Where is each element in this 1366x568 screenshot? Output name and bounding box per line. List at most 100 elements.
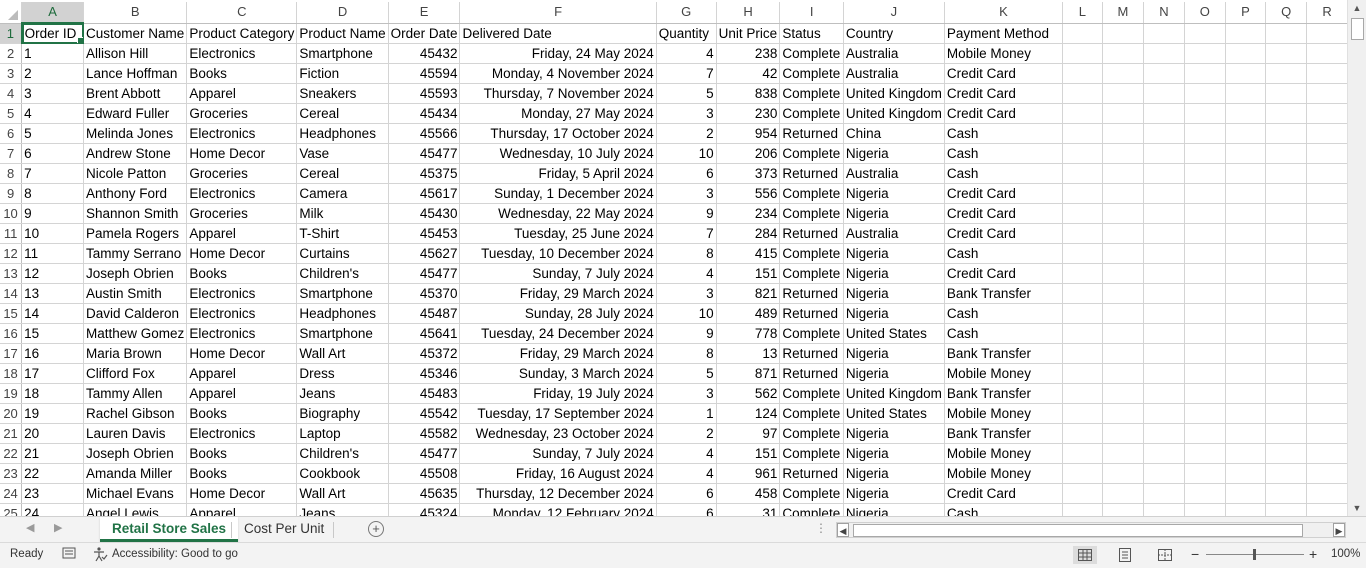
cell-b19[interactable]: Tammy Allen (83, 383, 188, 404)
cell-q15[interactable] (1265, 303, 1308, 324)
cell-n17[interactable] (1143, 343, 1185, 364)
scroll-right-icon[interactable]: ▶ (1333, 523, 1345, 537)
cell-c25[interactable]: Apparel (186, 503, 298, 516)
row-header[interactable]: 17 (0, 343, 23, 364)
cell-c17[interactable]: Home Decor (186, 343, 298, 364)
cell-r16[interactable] (1306, 323, 1348, 344)
cell-q10[interactable] (1265, 203, 1308, 224)
cell-o21[interactable] (1184, 423, 1226, 444)
cell-a16[interactable]: 15 (21, 323, 85, 344)
cell-l9[interactable] (1062, 183, 1103, 204)
cell-c1[interactable]: Product Category (186, 23, 298, 44)
cell-c11[interactable]: Apparel (186, 223, 298, 244)
cell-l8[interactable] (1062, 163, 1103, 184)
cell-b15[interactable]: David Calderon (83, 303, 188, 324)
cell-b21[interactable]: Lauren Davis (83, 423, 188, 444)
cell-n8[interactable] (1143, 163, 1185, 184)
cell-b1[interactable]: Customer Name (83, 23, 188, 44)
cell-g23[interactable]: 4 (656, 463, 717, 484)
cell-k6[interactable]: Cash (944, 123, 1064, 144)
cell-j24[interactable]: Nigeria (843, 483, 945, 504)
add-sheet-icon[interactable]: + (368, 521, 384, 537)
cell-a5[interactable]: 4 (21, 103, 85, 124)
cell-h13[interactable]: 151 (716, 263, 781, 284)
cell-d16[interactable]: Smartphone (296, 323, 389, 344)
macro-record-icon[interactable] (62, 546, 76, 563)
cell-l5[interactable] (1062, 103, 1103, 124)
cell-q7[interactable] (1265, 143, 1308, 164)
cell-j16[interactable]: United States (843, 323, 945, 344)
cell-b5[interactable]: Edward Fuller (83, 103, 188, 124)
row-header[interactable]: 16 (0, 323, 23, 344)
cell-g16[interactable]: 9 (656, 323, 717, 344)
column-header-f[interactable]: F (459, 2, 657, 24)
cell-f25[interactable]: Monday, 12 February 2024 (459, 503, 657, 516)
cell-g19[interactable]: 3 (656, 383, 717, 404)
cell-q4[interactable] (1265, 83, 1308, 104)
scroll-left-icon[interactable]: ◀ (837, 523, 849, 537)
cell-m14[interactable] (1102, 283, 1145, 304)
cell-g11[interactable]: 7 (656, 223, 717, 244)
cell-n16[interactable] (1143, 323, 1185, 344)
cell-r13[interactable] (1306, 263, 1348, 284)
cell-d24[interactable]: Wall Art (296, 483, 389, 504)
cell-i5[interactable]: Complete (779, 103, 844, 124)
row-header[interactable]: 4 (0, 83, 23, 104)
cell-d20[interactable]: Biography (296, 403, 389, 424)
cell-h11[interactable]: 284 (716, 223, 781, 244)
cell-i20[interactable]: Complete (779, 403, 844, 424)
cell-p3[interactable] (1225, 63, 1267, 84)
cell-c2[interactable]: Electronics (186, 43, 298, 64)
cell-r2[interactable] (1306, 43, 1348, 64)
cell-n1[interactable] (1143, 23, 1185, 44)
cell-e21[interactable]: 45582 (388, 423, 461, 444)
cell-e6[interactable]: 45566 (388, 123, 461, 144)
cell-e1[interactable]: Order Date (388, 23, 461, 44)
cell-n25[interactable] (1143, 503, 1185, 516)
cell-p24[interactable] (1225, 483, 1267, 504)
cell-d18[interactable]: Dress (296, 363, 389, 384)
cell-c24[interactable]: Home Decor (186, 483, 298, 504)
cell-i10[interactable]: Complete (779, 203, 844, 224)
cell-d22[interactable]: Children's (296, 443, 389, 464)
horizontal-scroll-thumb[interactable] (853, 524, 1303, 537)
zoom-level[interactable]: 100% (1331, 548, 1361, 560)
cell-i14[interactable]: Returned (779, 283, 844, 304)
cell-a7[interactable]: 6 (21, 143, 85, 164)
cell-n12[interactable] (1143, 243, 1185, 264)
cell-h8[interactable]: 373 (716, 163, 781, 184)
cell-h16[interactable]: 778 (716, 323, 781, 344)
cell-j4[interactable]: United Kingdom (843, 83, 945, 104)
cell-q6[interactable] (1265, 123, 1308, 144)
cell-r15[interactable] (1306, 303, 1348, 324)
cell-d9[interactable]: Camera (296, 183, 389, 204)
cell-e23[interactable]: 45508 (388, 463, 461, 484)
cell-a9[interactable]: 8 (21, 183, 85, 204)
cell-g21[interactable]: 2 (656, 423, 717, 444)
cell-c7[interactable]: Home Decor (186, 143, 298, 164)
cell-q9[interactable] (1265, 183, 1308, 204)
row-header[interactable]: 20 (0, 403, 23, 424)
cell-i25[interactable]: Complete (779, 503, 844, 516)
select-all-corner[interactable] (0, 2, 23, 24)
row-header[interactable]: 13 (0, 263, 23, 284)
cell-e7[interactable]: 45477 (388, 143, 461, 164)
cell-r12[interactable] (1306, 243, 1348, 264)
cell-f11[interactable]: Tuesday, 25 June 2024 (459, 223, 657, 244)
cell-k23[interactable]: Mobile Money (944, 463, 1064, 484)
cell-p17[interactable] (1225, 343, 1267, 364)
cell-q20[interactable] (1265, 403, 1308, 424)
cell-l22[interactable] (1062, 443, 1103, 464)
cell-d17[interactable]: Wall Art (296, 343, 389, 364)
cell-i8[interactable]: Returned (779, 163, 844, 184)
cell-n24[interactable] (1143, 483, 1185, 504)
cell-m12[interactable] (1102, 243, 1145, 264)
cell-o15[interactable] (1184, 303, 1226, 324)
cell-i11[interactable]: Returned (779, 223, 844, 244)
cell-p10[interactable] (1225, 203, 1267, 224)
cell-n19[interactable] (1143, 383, 1185, 404)
cell-g15[interactable]: 10 (656, 303, 717, 324)
cell-l23[interactable] (1062, 463, 1103, 484)
cell-q25[interactable] (1265, 503, 1308, 516)
cell-i24[interactable]: Complete (779, 483, 844, 504)
